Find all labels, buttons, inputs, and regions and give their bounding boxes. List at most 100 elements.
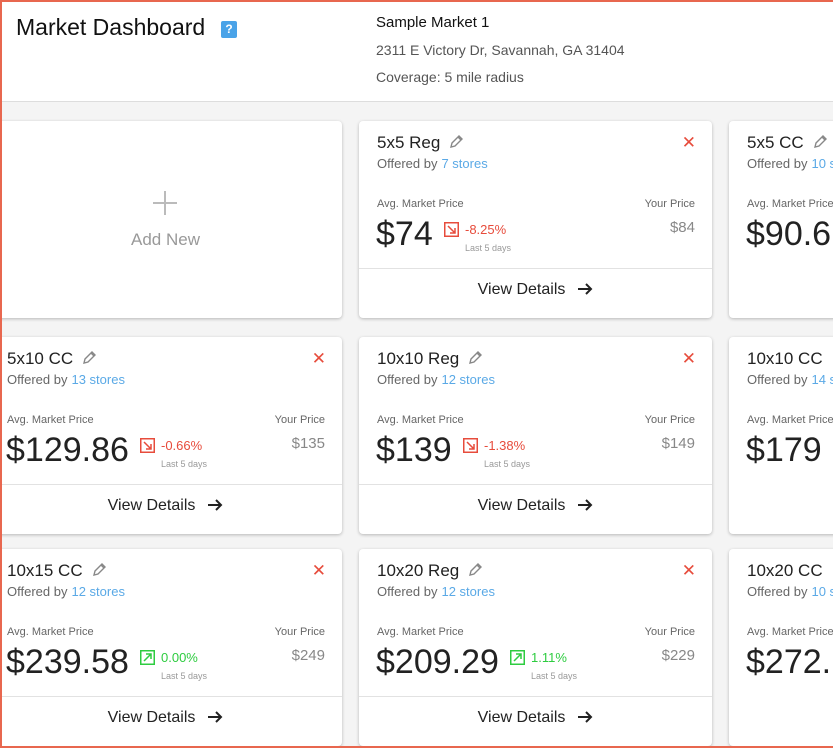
arrow-icon [577,283,593,300]
offered-label: Offered by [747,156,808,171]
arrow-icon [207,499,223,516]
price-change: -1.38% Last 5 days [463,438,530,469]
change-value: -1.38% [484,438,526,453]
card-name-row: 10x10 Reg [377,349,483,371]
edit-icon[interactable] [448,135,464,154]
your-price-label: Your Price [644,198,695,210]
remove-icon[interactable]: ✕ [681,349,696,368]
remove-icon[interactable]: ✕ [311,349,326,368]
add-new-card[interactable]: Add New [2,121,342,318]
divider [2,484,342,485]
stores-link[interactable]: 13 stores [71,372,125,387]
trend-icon [463,438,478,456]
edit-icon[interactable] [91,563,107,582]
stores-link[interactable]: 12 stores [441,372,495,387]
stores-link[interactable]: 14 s [811,372,833,387]
view-details-label[interactable]: View Details [107,709,196,726]
trend-icon [140,650,155,668]
plus-icon [151,189,179,217]
arrow-icon [207,711,223,728]
your-price: $229 [661,647,695,664]
offered-label: Offered by [7,584,68,599]
change-value: -0.66% [161,438,203,453]
change-value: 0.00% [161,650,198,665]
remove-icon[interactable]: ✕ [681,561,696,580]
edit-icon[interactable] [467,351,483,370]
view-details[interactable]: View Details [2,709,342,729]
market-name: Sample Market 1 [376,14,490,31]
unit-name: 10x20 CC [747,561,823,580]
price-card: 5x10 CC Offered by 13 stores Avg. Market Pr… [2,337,342,534]
add-new-label[interactable]: Add New [131,230,200,249]
arrow-icon [577,499,593,516]
market-price: $74 [376,215,433,253]
offered-row: Offered by 7 stores [377,156,488,171]
edit-icon[interactable] [467,563,483,582]
your-price-label: Your Price [274,414,325,426]
your-price: $149 [661,435,695,452]
avg-label: Avg. Market Price [377,626,464,638]
change-value: -8.25% [465,222,507,237]
card-name-row: 5x10 CC [7,349,97,371]
divider [2,696,342,697]
view-details-label[interactable]: View Details [477,497,566,514]
arrow-icon [577,711,593,728]
your-price: $84 [669,219,695,236]
card-name-row: 10x20 Reg [377,561,483,583]
stores-link[interactable]: 10 s [811,584,833,599]
market-price: $129.86 [6,431,129,469]
your-price: $135 [291,435,325,452]
market-price: $209.29 [376,643,499,681]
view-details-label[interactable]: View Details [107,497,196,514]
avg-label: Avg. Market Price [747,414,833,426]
help-icon[interactable]: ? [221,21,237,38]
divider [359,268,712,269]
offered-label: Offered by [377,372,438,387]
offered-label: Offered by [377,584,438,599]
card-name-row: 5x5 CC [747,133,828,155]
card-name-row: 10x10 CC [747,349,833,371]
price-card: 10x15 CC Offered by 12 stores Avg. Market P… [2,549,342,746]
change-period: Last 5 days [161,459,208,469]
divider [359,484,712,485]
avg-label: Avg. Market Price [7,626,94,638]
view-details[interactable]: View Details [359,497,712,517]
stores-link[interactable]: 10 s [811,156,833,171]
change-period: Last 5 days [465,243,512,253]
stores-link[interactable]: 12 stores [441,584,495,599]
price-change: 0.00% Last 5 days [140,650,207,681]
view-details[interactable]: View Details [359,281,712,301]
price-card: 5x5 Reg Offered by 7 stores Avg. Market Pri… [359,121,712,318]
stores-link[interactable]: 7 stores [441,156,488,171]
view-details[interactable]: View Details [2,497,342,517]
unit-name: 5x10 CC [7,349,74,368]
unit-name: 10x15 CC [7,561,83,580]
offered-row: Offered by 13 stores [7,372,125,387]
change-period: Last 5 days [161,671,208,681]
edit-icon[interactable] [812,135,828,154]
avg-label: Avg. Market Price [747,198,833,210]
edit-icon[interactable] [81,351,97,370]
unit-name: 5x5 CC [747,133,804,152]
view-details-label[interactable]: View Details [477,281,566,298]
remove-icon[interactable]: ✕ [681,133,696,152]
divider [359,696,712,697]
avg-label: Avg. Market Price [377,198,464,210]
market-price: $272. [746,643,832,681]
view-details-label[interactable]: View Details [477,709,566,726]
stores-link[interactable]: 12 stores [71,584,125,599]
remove-icon[interactable]: ✕ [311,561,326,580]
market-price: $139 [376,431,452,469]
avg-label: Avg. Market Price [747,626,833,638]
change-period: Last 5 days [531,671,578,681]
market-price: $179 [746,431,822,469]
price-change: 1.11% Last 5 days [510,650,577,681]
view-details[interactable]: View Details [359,709,712,729]
